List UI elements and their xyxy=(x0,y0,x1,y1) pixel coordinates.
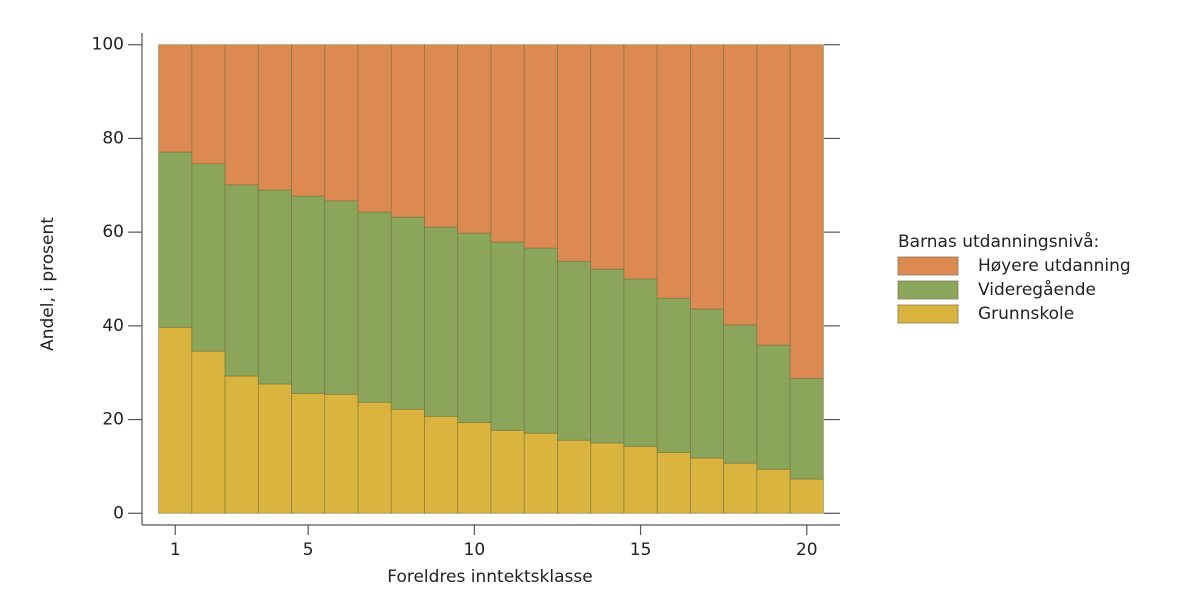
bar-segment xyxy=(557,44,592,262)
bar-segment xyxy=(756,344,791,470)
bar-segment xyxy=(457,232,492,423)
bar-segment xyxy=(390,216,425,410)
bar-segment xyxy=(623,445,658,514)
legend-swatch xyxy=(897,280,959,300)
bar-segment xyxy=(557,260,592,441)
bar-segment xyxy=(158,151,193,328)
x-tick-label: 5 xyxy=(303,540,314,560)
bar-segment xyxy=(324,44,359,202)
bar-segment xyxy=(490,429,525,514)
bar-segment xyxy=(357,44,392,213)
bar-segment xyxy=(357,211,392,403)
y-tick-label: 80 xyxy=(102,128,124,148)
bar-segment xyxy=(789,478,824,514)
bar-segment xyxy=(656,297,691,453)
legend-label: Høyere utdanning xyxy=(978,256,1131,276)
bar-segment xyxy=(756,44,791,346)
legend-label: Videregående xyxy=(978,279,1096,300)
bar-segment xyxy=(191,163,226,352)
bar-segment xyxy=(723,324,758,464)
bar-segment xyxy=(390,408,425,514)
bar-segment xyxy=(424,415,459,514)
bar-segment xyxy=(357,401,392,514)
y-tick-label: 0 xyxy=(113,503,124,523)
bar-segment xyxy=(224,375,259,514)
bar-segment xyxy=(690,308,725,459)
legend-swatch xyxy=(897,304,959,324)
bar-segment xyxy=(690,44,725,310)
bar-segment xyxy=(623,278,658,447)
bar-segment xyxy=(656,44,691,299)
x-tick-label: 15 xyxy=(630,540,652,560)
x-tick-label: 10 xyxy=(464,540,486,560)
bar-segment xyxy=(590,442,625,514)
y-tick-label: 20 xyxy=(102,410,124,430)
y-tick-label: 60 xyxy=(102,222,124,242)
x-tick-label: 1 xyxy=(170,540,181,560)
bar-segment xyxy=(191,350,226,514)
bar-segment xyxy=(291,392,326,514)
bar-segment xyxy=(324,200,359,395)
bar-segment xyxy=(523,432,558,514)
x-tick-label: 20 xyxy=(796,540,818,560)
bar-segment xyxy=(191,44,226,165)
bar-segment xyxy=(324,393,359,514)
bar-segment xyxy=(224,44,259,186)
bar-segment xyxy=(723,462,758,514)
legend-label: Grunnskole xyxy=(978,304,1074,324)
bar-segment xyxy=(789,377,824,480)
bar-segment xyxy=(656,451,691,514)
legend-swatch xyxy=(897,256,959,276)
bar-segment xyxy=(257,189,292,385)
bar-segment xyxy=(756,468,791,514)
bar-segment xyxy=(523,44,558,249)
bar-segment xyxy=(590,268,625,444)
bar-segment xyxy=(723,44,758,326)
bar-segment xyxy=(590,44,625,270)
bar-segment xyxy=(490,241,525,431)
bar-segment xyxy=(291,195,326,394)
bar-segment xyxy=(257,44,292,191)
x-axis-label: Foreldres inntektsklasse xyxy=(387,567,592,587)
bar-segment xyxy=(490,44,525,243)
bar-segment xyxy=(457,421,492,514)
y-tick-label: 40 xyxy=(102,316,124,336)
bar-segment xyxy=(457,44,492,234)
legend-title: Barnas utdanningsnivå: xyxy=(898,231,1099,252)
bar-segment xyxy=(224,184,259,377)
bar-segment xyxy=(291,44,326,197)
y-tick-label: 100 xyxy=(92,35,124,55)
bar-segment xyxy=(424,226,459,417)
bar-segment xyxy=(523,247,558,434)
bar-segment xyxy=(557,439,592,514)
y-axis-label: Andel, i prosent xyxy=(38,217,58,351)
bar-segment xyxy=(390,44,425,218)
bar-segment xyxy=(424,44,459,228)
bar-segment xyxy=(257,383,292,514)
bar-segment xyxy=(158,44,193,153)
bar-segment xyxy=(789,44,824,379)
bar-segment xyxy=(623,44,658,280)
bar-segment xyxy=(690,457,725,514)
bar-segment xyxy=(158,326,193,514)
